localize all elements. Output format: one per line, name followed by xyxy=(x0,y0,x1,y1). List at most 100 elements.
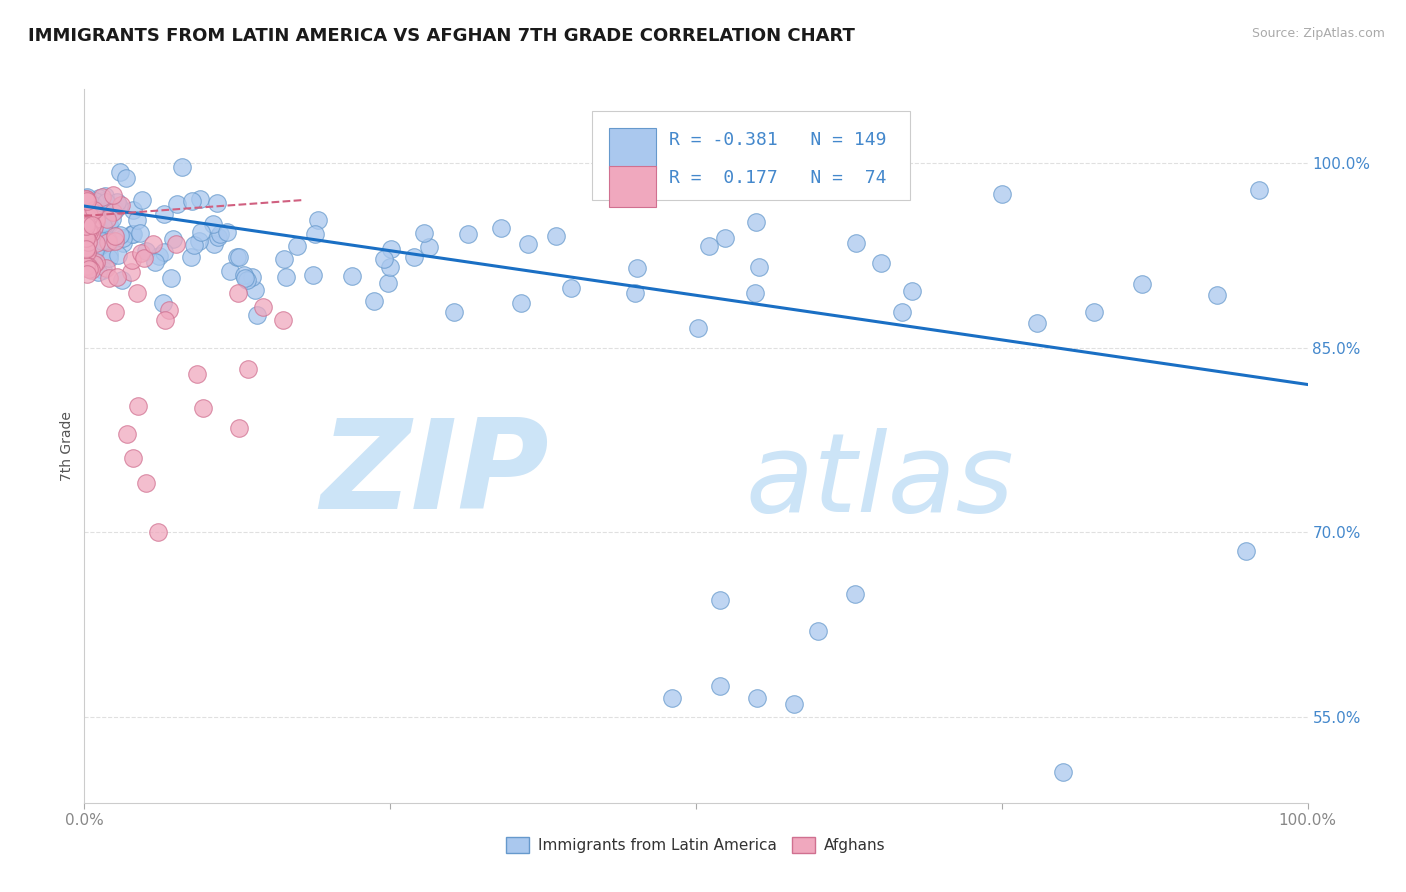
Point xyxy=(83,243,105,257)
Point xyxy=(202,236,225,251)
Point xyxy=(83,214,105,228)
Point xyxy=(844,587,866,601)
Point xyxy=(122,451,145,466)
Point xyxy=(76,246,98,260)
Point xyxy=(75,210,97,224)
Point xyxy=(380,242,402,256)
Point xyxy=(89,191,111,205)
Point xyxy=(111,273,134,287)
Point xyxy=(148,249,170,263)
Point xyxy=(75,260,97,274)
Point xyxy=(142,237,165,252)
Point xyxy=(101,205,124,219)
Point xyxy=(193,401,215,415)
Point xyxy=(87,265,110,279)
Point xyxy=(489,220,512,235)
Point xyxy=(76,242,98,256)
Point xyxy=(129,246,152,260)
Point xyxy=(77,260,100,274)
Point xyxy=(207,230,229,244)
Point xyxy=(75,237,97,252)
Point xyxy=(84,211,107,226)
Point xyxy=(108,165,131,179)
Point xyxy=(146,525,169,540)
Point xyxy=(418,240,440,254)
Point xyxy=(107,198,129,212)
Point xyxy=(75,238,97,252)
Text: Source: ZipAtlas.com: Source: ZipAtlas.com xyxy=(1251,27,1385,40)
Point xyxy=(104,305,127,319)
Point xyxy=(377,276,399,290)
Point xyxy=(101,188,124,202)
Point xyxy=(84,194,107,208)
Text: IMMIGRANTS FROM LATIN AMERICA VS AFGHAN 7TH GRADE CORRELATION CHART: IMMIGRANTS FROM LATIN AMERICA VS AFGHAN … xyxy=(28,27,855,45)
Point xyxy=(186,367,208,381)
Point xyxy=(114,171,136,186)
Point xyxy=(378,260,401,274)
Point xyxy=(412,227,434,241)
Point xyxy=(783,698,806,712)
Point xyxy=(274,270,297,285)
Point xyxy=(76,210,98,224)
Point xyxy=(152,296,174,310)
Point xyxy=(80,218,103,232)
Text: atlas: atlas xyxy=(745,428,1014,535)
Point xyxy=(75,219,97,233)
Point xyxy=(76,252,98,266)
Point xyxy=(83,257,105,271)
Point xyxy=(97,217,120,231)
Point xyxy=(76,260,98,274)
Point xyxy=(1236,543,1258,558)
Point xyxy=(122,227,145,242)
Point xyxy=(516,236,538,251)
Point xyxy=(75,205,97,219)
Point xyxy=(243,283,266,297)
Point xyxy=(75,191,97,205)
Point xyxy=(84,210,107,224)
Point xyxy=(93,195,115,210)
Point xyxy=(143,255,166,269)
Point xyxy=(236,273,259,287)
Point xyxy=(271,313,294,327)
Point xyxy=(77,226,100,240)
Point xyxy=(165,237,187,252)
Point xyxy=(97,247,120,261)
FancyBboxPatch shape xyxy=(592,111,910,200)
Point xyxy=(90,238,112,252)
Point xyxy=(76,259,98,273)
Point xyxy=(84,214,107,228)
Point xyxy=(75,201,97,215)
Point xyxy=(115,426,138,441)
Point xyxy=(122,202,145,217)
Point xyxy=(709,679,731,693)
Point xyxy=(75,215,97,229)
Point xyxy=(83,211,105,226)
Point xyxy=(546,228,568,243)
Point xyxy=(870,256,893,270)
Point xyxy=(991,186,1014,201)
Point xyxy=(1083,305,1105,319)
Point xyxy=(77,219,100,233)
Point xyxy=(110,198,132,212)
Point xyxy=(75,218,97,232)
Point xyxy=(76,220,98,235)
Point xyxy=(183,237,205,252)
Point xyxy=(228,285,250,300)
Point xyxy=(127,212,149,227)
Point xyxy=(1052,765,1074,780)
Point xyxy=(97,204,120,219)
Point xyxy=(219,264,242,278)
Point xyxy=(509,295,531,310)
Point xyxy=(246,309,269,323)
Point xyxy=(103,203,125,218)
Point xyxy=(76,267,98,281)
Point xyxy=(748,260,770,274)
Point xyxy=(77,235,100,250)
Point xyxy=(96,215,118,229)
Point xyxy=(89,220,111,235)
Point xyxy=(79,242,101,256)
Point xyxy=(108,227,131,242)
Point xyxy=(188,192,211,206)
Point xyxy=(91,215,114,229)
Point xyxy=(93,263,115,277)
